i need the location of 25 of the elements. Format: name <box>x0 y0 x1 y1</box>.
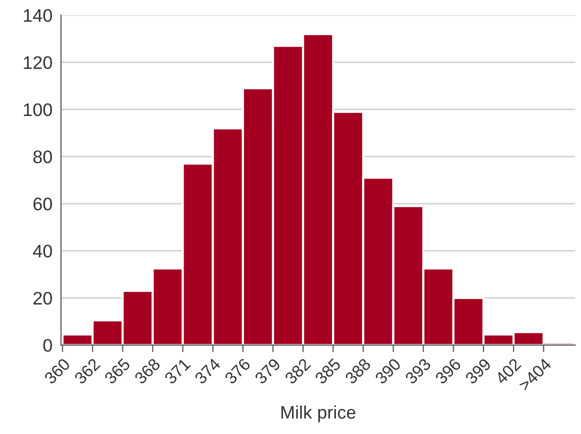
x-tick-label: 396 <box>434 358 462 385</box>
x-tick-label: 365 <box>104 358 131 385</box>
y-tick-label: 140 <box>24 9 52 22</box>
x-tick-label: 382 <box>284 358 312 385</box>
y-tick-label: 80 <box>33 150 52 164</box>
x-tick-label: 379 <box>254 358 282 385</box>
x-tick-label: 399 <box>464 358 492 385</box>
x-tick-label: 385 <box>314 358 342 385</box>
x-tick-label: 368 <box>134 358 161 385</box>
x-tick-label: 374 <box>194 357 222 385</box>
y-tick-label: 60 <box>34 198 52 210</box>
x-tick-label: 393 <box>404 358 432 385</box>
x-tick-label: 388 <box>344 358 372 385</box>
y-tick-label: 0 <box>43 338 52 352</box>
y-tick-label: 20 <box>34 292 52 305</box>
x-axis-title: Milk price <box>281 405 356 422</box>
y-tick-label: 100 <box>24 103 52 116</box>
y-tick-label: 40 <box>33 244 52 258</box>
x-tick-label: 390 <box>374 358 402 385</box>
x-tick-label: 376 <box>224 358 252 385</box>
y-tick-label: 120 <box>24 56 52 70</box>
x-tick-label: 360 <box>44 358 71 385</box>
x-tick-label: 362 <box>74 358 101 385</box>
x-tick-label: 371 <box>164 358 191 385</box>
x-tick-label: 402 <box>494 358 522 385</box>
